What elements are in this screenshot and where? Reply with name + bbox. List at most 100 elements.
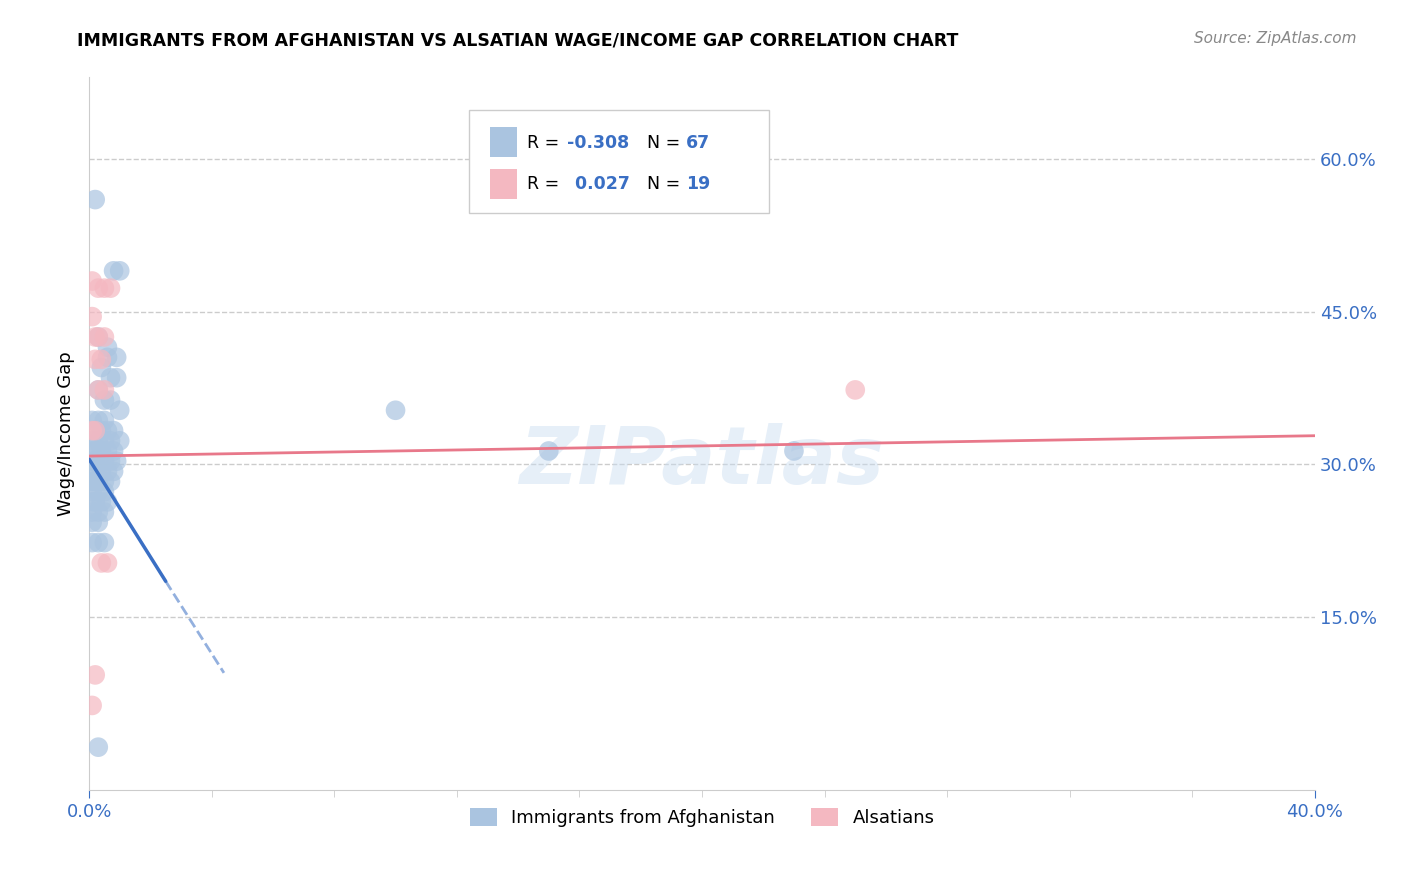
Point [90,556,112,570]
Point [82,413,104,427]
Point [96,444,118,458]
Point [90,352,112,367]
Point [93,434,115,448]
Point [87,413,110,427]
Point [90,360,112,375]
Point [103,424,125,438]
Point [105,454,128,468]
Point [82,495,104,509]
Point [84,495,107,509]
Point [87,484,110,499]
Point [96,556,118,570]
Point [844,383,866,397]
Point [84,475,107,489]
Point [84,454,107,468]
Point [537,444,560,458]
Point [84,193,107,207]
Point [93,475,115,489]
Point [82,535,104,549]
Point [93,454,115,468]
Point [82,484,104,499]
Point [87,330,110,344]
Point [87,281,110,295]
Point [783,444,806,458]
Point [100,475,122,489]
Point [90,424,112,438]
Point [93,393,115,408]
Point [100,454,122,468]
Text: N =: N = [647,134,686,152]
Point [103,464,125,478]
Point [93,383,115,397]
Point [96,424,118,438]
Point [82,424,104,438]
Point [100,281,122,295]
Point [87,383,110,397]
Point [96,351,118,365]
Point [105,370,128,384]
Text: R =: R = [527,176,564,194]
Point [96,340,118,354]
Point [384,403,406,417]
Point [96,495,118,509]
Point [93,484,115,499]
Point [93,535,115,549]
Point [93,330,115,344]
Legend: Immigrants from Afghanistan, Alsatians: Immigrants from Afghanistan, Alsatians [463,800,942,834]
Point [84,424,107,438]
Point [87,383,110,397]
Text: 0.027: 0.027 [564,176,630,194]
Text: 67: 67 [686,134,710,152]
Point [103,444,125,458]
Bar [489,169,517,199]
Point [105,351,128,365]
Point [84,444,107,458]
Point [82,444,104,458]
Point [108,264,131,278]
Point [87,330,110,344]
Point [87,515,110,529]
Point [100,434,122,448]
Text: IMMIGRANTS FROM AFGHANISTAN VS ALSATIAN WAGE/INCOME GAP CORRELATION CHART: IMMIGRANTS FROM AFGHANISTAN VS ALSATIAN … [77,31,959,49]
Text: 19: 19 [686,176,710,194]
Y-axis label: Wage/Income Gap: Wage/Income Gap [58,351,75,516]
Text: ZIPatlas: ZIPatlas [519,423,884,501]
Point [93,413,115,427]
Point [82,434,104,448]
Text: -0.308: -0.308 [567,134,630,152]
Point [84,352,107,367]
Point [90,464,112,478]
Point [82,274,104,288]
Point [82,454,104,468]
Point [84,330,107,344]
FancyBboxPatch shape [470,110,769,213]
Point [100,370,122,384]
Point [87,475,110,489]
Bar [489,128,517,157]
Point [90,495,112,509]
Point [90,444,112,458]
Point [108,403,131,417]
Point [93,281,115,295]
Point [82,464,104,478]
Text: N =: N = [647,176,686,194]
Text: R =: R = [527,134,564,152]
Point [87,505,110,519]
Point [82,698,104,713]
Point [87,535,110,549]
Point [82,505,104,519]
Point [100,393,122,408]
Point [82,515,104,529]
Point [108,434,131,448]
Point [103,264,125,278]
Point [93,505,115,519]
Point [87,434,110,448]
Point [87,740,110,755]
Text: Source: ZipAtlas.com: Source: ZipAtlas.com [1194,31,1357,46]
Point [82,475,104,489]
Point [82,310,104,324]
Point [87,454,110,468]
Point [84,464,107,478]
Point [96,464,118,478]
Point [84,668,107,682]
